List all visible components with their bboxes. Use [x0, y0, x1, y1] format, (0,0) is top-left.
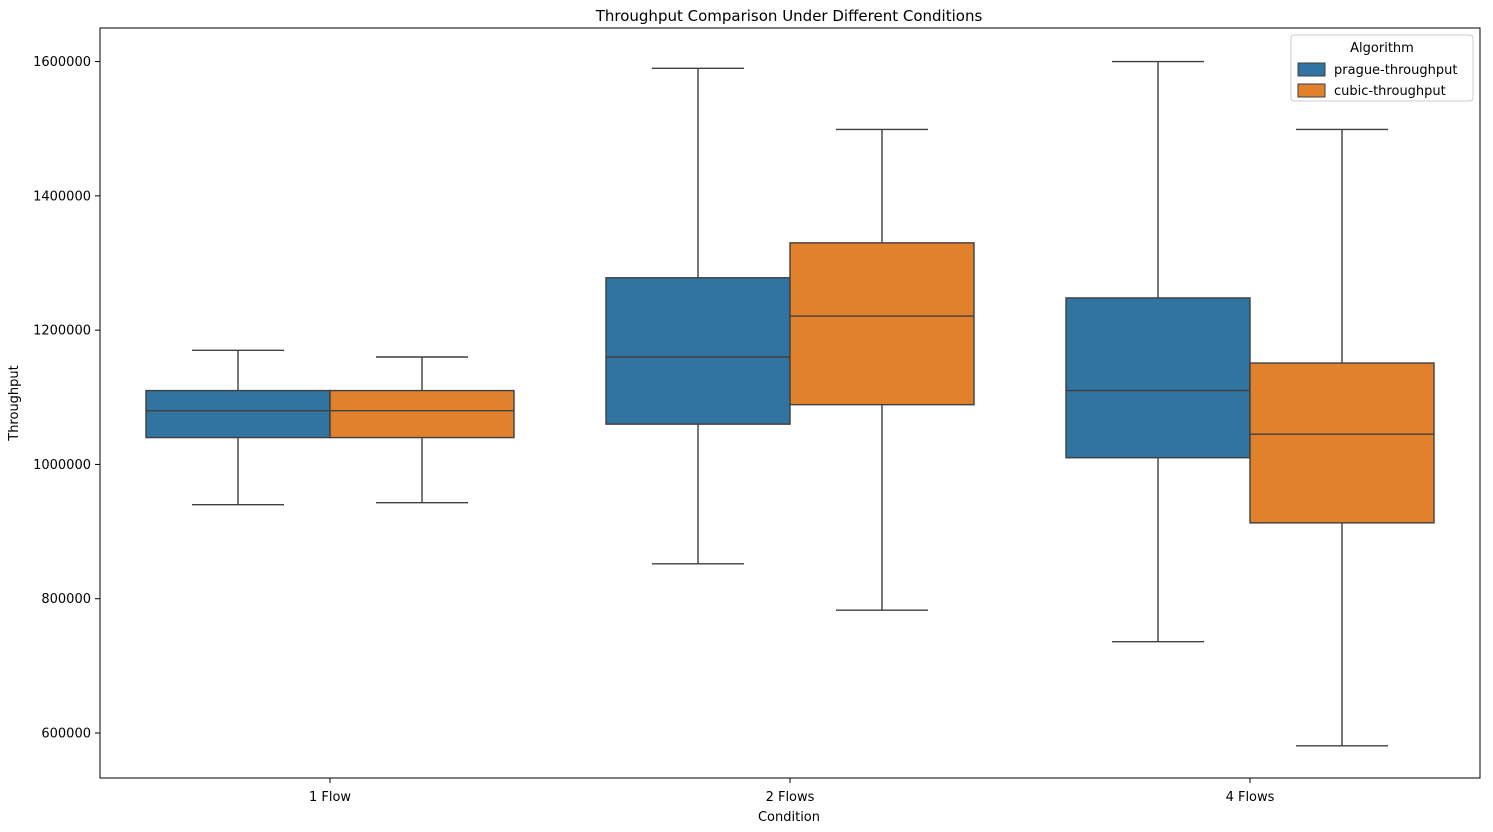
y-tick-label: 1600000 [33, 55, 91, 70]
legend: Algorithm prague-throughput cubic-throughp… [1290, 34, 1474, 102]
plot-area: 600000 800000 1000000 1200000 1400000 1600000… [33, 27, 1481, 805]
iqr-box [329, 389, 515, 439]
iqr-box [605, 277, 791, 425]
legend-box [1290, 34, 1474, 102]
legend-swatch [1297, 83, 1326, 98]
box-cubic-throughput-4-flows [1249, 128, 1435, 747]
y-tick-label: 800000 [41, 592, 91, 607]
box-prague-throughput-2-flows [605, 67, 791, 565]
x-tick-label: 1 Flow [309, 790, 351, 805]
iqr-box [1065, 297, 1251, 459]
legend-title: Algorithm [1350, 41, 1414, 56]
chart-title: Throughput Comparison Under Different Co… [595, 7, 983, 25]
y-tick-label: 1200000 [33, 324, 91, 339]
box-prague-throughput-1-flow [145, 349, 331, 506]
y-tick-label: 1400000 [33, 189, 91, 204]
x-tick-label: 2 Flows [766, 790, 815, 805]
legend-entry: cubic-throughput [1334, 84, 1446, 99]
y-tick-label: 600000 [41, 727, 91, 742]
box-prague-throughput-4-flows [1065, 60, 1251, 643]
x-tick-label: 4 Flows [1226, 790, 1275, 805]
iqr-box [789, 242, 975, 406]
legend-swatch [1297, 62, 1326, 77]
y-axis-label: Throughput [7, 365, 22, 442]
iqr-box [145, 389, 331, 439]
legend-entry: prague-throughput [1334, 63, 1457, 78]
iqr-box [1249, 362, 1435, 524]
y-tick-label: 1000000 [33, 458, 91, 473]
x-axis-label: Condition [758, 810, 820, 825]
box-cubic-throughput-2-flows [789, 128, 975, 611]
box-cubic-throughput-1-flow [329, 356, 515, 504]
